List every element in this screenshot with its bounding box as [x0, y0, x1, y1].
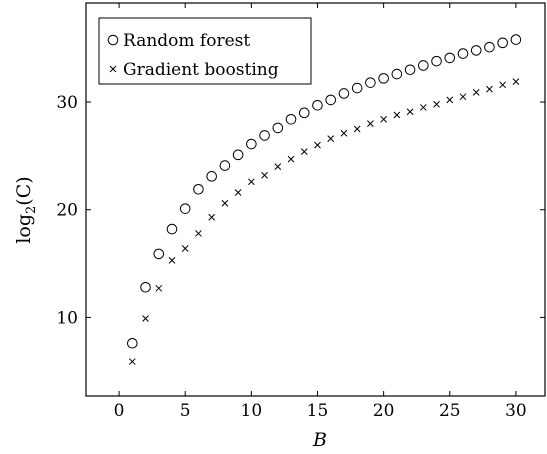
- point-gradient-boosting: [300, 148, 308, 155]
- y-tick-label: 10: [56, 308, 78, 328]
- point-random-forest: [444, 52, 456, 64]
- x-tick-label: 15: [307, 401, 329, 421]
- point-gradient-boosting: [340, 129, 348, 137]
- y-axis-label-base: log: [13, 214, 35, 244]
- point-random-forest: [126, 337, 138, 349]
- point-random-forest: [246, 138, 257, 150]
- legend-label-random-forest: Random forest: [123, 31, 250, 51]
- point-gradient-boosting: [221, 199, 229, 207]
- point-random-forest: [338, 88, 350, 99]
- point-random-forest: [418, 60, 429, 71]
- point-gradient-boosting: [155, 284, 163, 292]
- point-gradient-boosting: [181, 245, 189, 252]
- plot-layer: [126, 34, 522, 365]
- point-gradient-boosting: [512, 78, 520, 85]
- point-random-forest: [378, 73, 389, 84]
- x-axis-label: B: [312, 429, 327, 451]
- point-gradient-boosting: [406, 108, 414, 116]
- point-gradient-boosting: [261, 171, 268, 179]
- point-gradient-boosting: [247, 178, 255, 186]
- point-random-forest: [166, 223, 178, 235]
- point-random-forest: [365, 77, 376, 88]
- y-tick-label: 30: [56, 93, 78, 113]
- y-axis-label-arg: (C): [13, 176, 35, 205]
- point-gradient-boosting: [433, 100, 440, 108]
- legend-marker-random-forest: [107, 34, 119, 46]
- point-gradient-boosting: [234, 189, 242, 196]
- point-random-forest: [497, 37, 508, 49]
- point-random-forest: [232, 149, 244, 161]
- legend-label-gradient-boosting: Gradient boosting: [123, 60, 279, 80]
- point-gradient-boosting: [195, 230, 202, 237]
- point-random-forest: [312, 99, 323, 111]
- x-tick-label: 5: [180, 401, 191, 421]
- plot-frame: [85, 2, 546, 397]
- point-random-forest: [510, 34, 522, 45]
- point-gradient-boosting: [208, 213, 216, 221]
- point-gradient-boosting: [367, 120, 374, 127]
- point-gradient-boosting: [446, 96, 454, 104]
- point-random-forest: [259, 130, 270, 141]
- ticks-layer: 0 5 10 15 20 25 30 10 20 30: [56, 3, 545, 421]
- point-random-forest: [298, 107, 310, 119]
- legend-box: [98, 17, 312, 85]
- x-tick-label: 30: [505, 401, 527, 421]
- point-gradient-boosting: [314, 141, 321, 149]
- point-gradient-boosting: [128, 358, 136, 365]
- point-random-forest: [404, 64, 416, 76]
- y-tick-label: 20: [56, 201, 78, 221]
- point-gradient-boosting: [353, 125, 361, 133]
- x-tick-label: 0: [114, 401, 125, 421]
- point-random-forest: [470, 45, 482, 56]
- point-gradient-boosting: [499, 81, 507, 89]
- point-gradient-boosting: [287, 155, 295, 163]
- legend-marker-gradient-boosting: [109, 65, 117, 73]
- point-gradient-boosting: [380, 115, 387, 123]
- point-gradient-boosting: [486, 85, 493, 93]
- point-random-forest: [206, 171, 217, 182]
- point-gradient-boosting: [459, 93, 467, 101]
- x-tick-label: 25: [439, 401, 461, 421]
- point-random-forest: [431, 55, 442, 67]
- point-gradient-boosting: [274, 163, 282, 171]
- point-random-forest: [219, 160, 231, 171]
- legend: Random forest Gradient boosting: [98, 17, 312, 85]
- point-gradient-boosting: [393, 111, 401, 119]
- point-random-forest: [140, 281, 151, 293]
- series-random-forest: [126, 34, 522, 349]
- x-tick-label: 20: [373, 401, 395, 421]
- point-gradient-boosting: [142, 315, 149, 322]
- point-random-forest: [484, 41, 495, 53]
- point-random-forest: [272, 122, 284, 134]
- point-random-forest: [285, 113, 297, 125]
- point-random-forest: [391, 68, 403, 80]
- point-gradient-boosting: [419, 104, 427, 111]
- y-axis-label: log2(C): [13, 176, 39, 243]
- point-random-forest: [457, 48, 469, 59]
- point-random-forest: [153, 248, 165, 260]
- x-tick-label: 10: [241, 401, 263, 421]
- y-axis-label-subscript: 2: [24, 206, 39, 214]
- point-gradient-boosting: [472, 89, 480, 96]
- point-random-forest: [351, 82, 363, 94]
- point-random-forest: [325, 94, 337, 106]
- point-random-forest: [193, 183, 204, 195]
- point-gradient-boosting: [168, 256, 176, 264]
- series-gradient-boosting: [128, 78, 520, 365]
- point-gradient-boosting: [327, 135, 335, 143]
- point-random-forest: [179, 203, 191, 214]
